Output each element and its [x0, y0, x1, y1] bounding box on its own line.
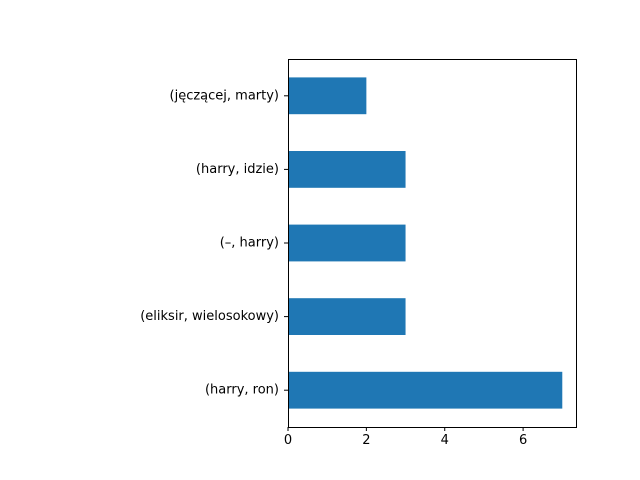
y-tick-label: (eliksir, wielosokowy) — [140, 309, 279, 324]
bar-3 — [288, 151, 406, 188]
plot-frame — [288, 59, 577, 428]
y-tick-label: (harry, idzie) — [196, 162, 279, 177]
x-tick-label: 4 — [441, 433, 449, 448]
bar-2 — [288, 224, 406, 262]
x-tick-label: 0 — [284, 433, 292, 448]
x-tick-label: 6 — [519, 433, 527, 448]
y-tick-label: (–, harry) — [220, 236, 279, 251]
x-tick-label: 2 — [362, 433, 370, 448]
bar-1 — [288, 298, 406, 335]
bar-4 — [288, 77, 367, 115]
y-axis-ticks: (harry, ron) (eliksir, wielosokowy) (–, ha… — [140, 88, 288, 398]
bars-group — [288, 77, 563, 409]
y-tick-label: (harry, ron) — [205, 383, 279, 398]
bar-0 — [288, 371, 563, 409]
y-tick-label: (jęczącej, marty) — [170, 88, 279, 103]
x-axis-ticks: 0 2 4 6 — [284, 427, 527, 448]
